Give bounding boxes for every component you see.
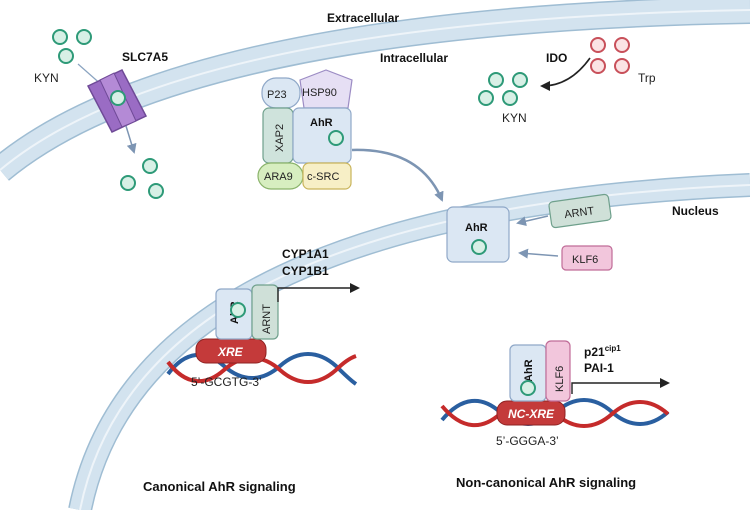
kyn-molecule	[488, 72, 504, 88]
kyn-product-label: KYN	[502, 111, 527, 125]
dna-strand	[166, 354, 357, 384]
intracellular-kyn	[120, 158, 164, 199]
svg-text:KLF6: KLF6	[554, 366, 566, 392]
canonical-arnt-box	[251, 284, 279, 340]
canonical-gene-2: CYP1B1	[282, 264, 329, 278]
nuclear-envelope	[68, 173, 750, 510]
plasma-membrane	[0, 0, 750, 181]
noncanonical-transcription-arrow	[571, 378, 670, 394]
slc7a5-transporter: SLC7A5	[77, 50, 168, 154]
kyn-molecule	[148, 183, 164, 199]
arnt-box	[548, 193, 612, 229]
kyn-molecule	[502, 90, 518, 106]
svg-text:ARNT: ARNT	[564, 205, 596, 221]
kyn-molecule	[76, 29, 92, 45]
kyn-ligand	[471, 239, 487, 255]
svg-text:AhR: AhR	[310, 117, 333, 129]
svg-text:KLF6: KLF6	[572, 254, 598, 266]
kyn-molecule	[478, 90, 494, 106]
extracellular-kyn: KYN	[34, 29, 92, 85]
canonical-caption: Canonical AhR signaling	[143, 479, 296, 494]
trp-molecule	[614, 58, 630, 74]
trp-molecule	[590, 58, 606, 74]
intracellular-label: Intracellular	[380, 51, 448, 65]
slc7a5-label: SLC7A5	[122, 50, 168, 64]
gene-p21: p21	[584, 345, 605, 359]
svg-text:ARNT: ARNT	[261, 304, 273, 334]
nucleus-label: Nucleus	[672, 204, 719, 218]
klf6-box	[561, 245, 613, 271]
kyn-molecule	[110, 90, 126, 106]
svg-text:AhR: AhR	[523, 359, 535, 382]
nc-xre-label: NC-XRE	[508, 407, 555, 421]
trp-molecule	[590, 37, 606, 53]
ido-reaction: Trp IDO KYN	[478, 37, 656, 125]
canonical-transcription-arrow	[277, 283, 360, 302]
canonical-gene-1: CYP1A1	[282, 247, 329, 261]
svg-text:P23: P23	[267, 89, 287, 101]
kyn-molecule	[512, 72, 528, 88]
kyn-molecule	[58, 48, 74, 64]
kyn-ligand	[520, 380, 536, 396]
ido-label: IDO	[546, 51, 567, 65]
kyn-label: KYN	[34, 71, 59, 85]
svg-text:ARA9: ARA9	[264, 171, 293, 183]
csrc-box	[302, 162, 352, 190]
noncanonical-signaling: NC-XRE 5’-GGGA-3’ AhR KLF6 p21cip1 PAI-1…	[440, 340, 670, 490]
kyn-ligand	[230, 302, 246, 318]
kyn-molecule	[52, 29, 68, 45]
noncanonical-gene-2: PAI-1	[584, 361, 614, 375]
cytosolic-ahr-complex: P23 HSP90 XAP2 AhR ARA9 c-SRC	[257, 69, 353, 190]
hsp90-box	[299, 69, 353, 109]
svg-text:HSP90: HSP90	[302, 87, 337, 99]
noncanonical-caption: Non-canonical AhR signaling	[456, 475, 636, 490]
translocation-arrow	[351, 148, 444, 202]
nc-xre-sequence: 5’-GGGA-3’	[496, 434, 559, 448]
noncanonical-gene-1: p21cip1	[584, 344, 621, 359]
xre-sequence: 5’-GCGTG-3’	[191, 375, 262, 389]
trp-molecule	[614, 37, 630, 53]
gene-p21-superscript: cip1	[605, 344, 622, 353]
xre-label: XRE	[217, 345, 244, 359]
trp-label: Trp	[638, 71, 656, 85]
kyn-molecule	[120, 175, 136, 191]
svg-text:c-SRC: c-SRC	[307, 171, 339, 183]
kyn-ligand	[328, 130, 344, 146]
canonical-signaling: XRE 5’-GCGTG-3’ AhR ARNT CYP1A1 CYP1B1 C…	[143, 247, 360, 494]
svg-text:AhR: AhR	[465, 222, 488, 234]
extracellular-label: Extracellular	[327, 11, 399, 25]
noncanonical-klf6-box	[545, 340, 571, 402]
kyn-molecule	[142, 158, 158, 174]
svg-text:XAP2: XAP2	[274, 124, 286, 152]
nuclear-ahr: AhR ARNT KLF6	[446, 193, 613, 271]
nuclear-ahr-box	[446, 206, 510, 263]
